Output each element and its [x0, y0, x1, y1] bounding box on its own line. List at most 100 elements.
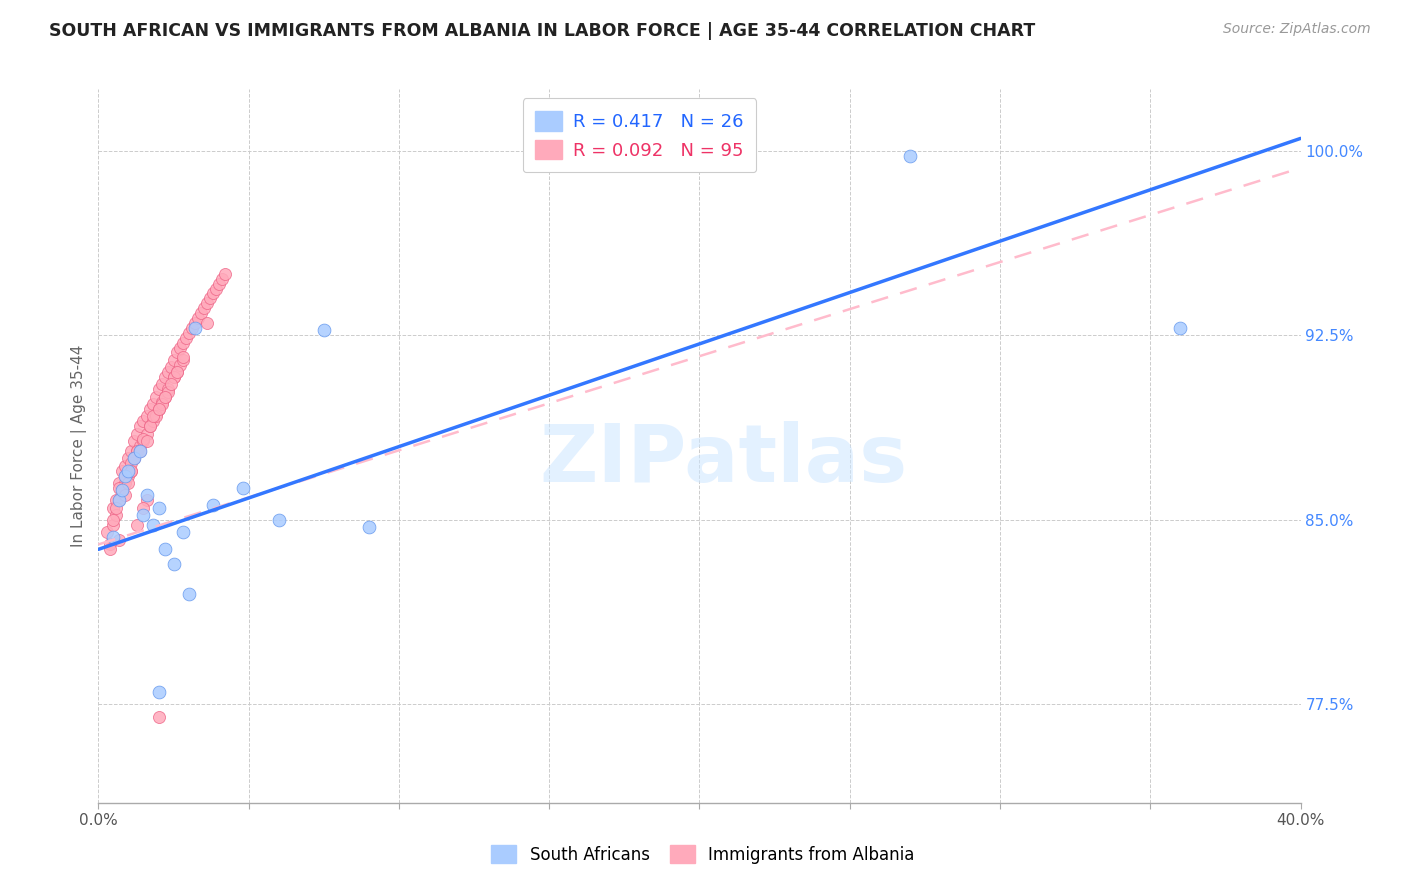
Point — [166, 365, 188, 379]
Point — [177, 326, 200, 340]
Point — [148, 685, 170, 699]
Point — [174, 331, 197, 345]
Point — [153, 390, 176, 404]
Point — [105, 493, 128, 508]
Point — [111, 483, 134, 498]
Point — [169, 341, 191, 355]
Point — [172, 525, 194, 540]
Point — [145, 409, 167, 424]
Point — [195, 316, 218, 330]
Point — [156, 384, 179, 399]
Point — [156, 383, 179, 397]
Point — [129, 444, 152, 458]
Point — [312, 323, 335, 337]
Point — [193, 301, 215, 316]
Point — [111, 483, 134, 498]
Point — [531, 148, 554, 162]
Point — [162, 352, 184, 367]
Point — [898, 148, 921, 162]
Point — [127, 444, 149, 458]
Point — [135, 426, 157, 441]
Point — [148, 402, 170, 417]
Point — [129, 419, 152, 434]
Point — [100, 542, 122, 557]
Point — [135, 488, 157, 502]
Point — [108, 493, 131, 508]
Point — [172, 351, 194, 365]
Point — [108, 493, 131, 508]
Point — [121, 444, 143, 458]
Point — [187, 311, 209, 326]
Y-axis label: In Labor Force | Age 35-44: In Labor Force | Age 35-44 — [72, 345, 87, 547]
Point — [177, 587, 200, 601]
Point — [201, 498, 224, 512]
Point — [129, 444, 152, 458]
Point — [127, 426, 149, 441]
Point — [103, 530, 125, 544]
Point — [214, 267, 236, 281]
Point — [114, 468, 136, 483]
Point — [127, 517, 149, 532]
Point — [103, 513, 125, 527]
Point — [357, 520, 380, 534]
Point — [127, 444, 149, 458]
Point — [108, 481, 131, 495]
Point — [159, 360, 181, 375]
Point — [117, 464, 139, 478]
Point — [105, 500, 128, 515]
Legend: R = 0.417   N = 26, R = 0.092   N = 95: R = 0.417 N = 26, R = 0.092 N = 95 — [523, 98, 756, 172]
Point — [141, 414, 163, 428]
Point — [114, 468, 136, 483]
Text: SOUTH AFRICAN VS IMMIGRANTS FROM ALBANIA IN LABOR FORCE | AGE 35-44 CORRELATION : SOUTH AFRICAN VS IMMIGRANTS FROM ALBANIA… — [49, 22, 1035, 40]
Point — [114, 475, 136, 490]
Point — [108, 533, 131, 547]
Point — [148, 402, 170, 417]
Point — [124, 451, 146, 466]
Point — [121, 464, 143, 478]
Point — [141, 397, 163, 411]
Point — [135, 434, 157, 448]
Point — [124, 451, 146, 466]
Point — [129, 439, 152, 453]
Point — [156, 365, 179, 379]
Point — [132, 508, 155, 522]
Point — [153, 390, 176, 404]
Point — [201, 286, 224, 301]
Point — [100, 537, 122, 551]
Point — [138, 419, 160, 434]
Point — [103, 517, 125, 532]
Point — [141, 517, 163, 532]
Point — [153, 542, 176, 557]
Point — [169, 358, 191, 372]
Point — [190, 306, 212, 320]
Legend: South Africans, Immigrants from Albania: South Africans, Immigrants from Albania — [485, 838, 921, 871]
Point — [141, 409, 163, 424]
Point — [117, 468, 139, 483]
Point — [211, 271, 233, 285]
Point — [204, 281, 226, 295]
Point — [117, 475, 139, 490]
Point — [114, 488, 136, 502]
Point — [145, 407, 167, 421]
Point — [208, 277, 231, 291]
Point — [150, 377, 173, 392]
Point — [195, 296, 218, 310]
Point — [96, 525, 118, 540]
Point — [1170, 321, 1192, 335]
Point — [132, 432, 155, 446]
Point — [162, 557, 184, 571]
Point — [111, 464, 134, 478]
Point — [172, 352, 194, 367]
Point — [180, 321, 202, 335]
Point — [166, 365, 188, 379]
Point — [153, 370, 176, 384]
Point — [172, 335, 194, 350]
Point — [138, 402, 160, 417]
Point — [166, 345, 188, 359]
Point — [162, 370, 184, 384]
Point — [183, 321, 205, 335]
Point — [132, 434, 155, 448]
Point — [135, 409, 157, 424]
Point — [135, 493, 157, 508]
Point — [592, 148, 614, 162]
